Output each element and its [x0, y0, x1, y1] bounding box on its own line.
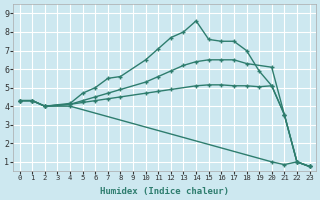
- X-axis label: Humidex (Indice chaleur): Humidex (Indice chaleur): [100, 187, 229, 196]
